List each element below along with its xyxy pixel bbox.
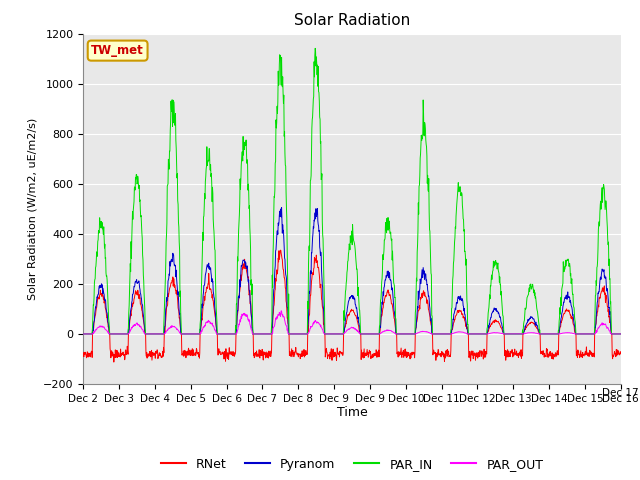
Text: TW_met: TW_met [92, 44, 144, 57]
Legend: RNet, Pyranom, PAR_IN, PAR_OUT: RNet, Pyranom, PAR_IN, PAR_OUT [156, 453, 548, 476]
Title: Solar Radiation: Solar Radiation [294, 13, 410, 28]
Text: Dec 17: Dec 17 [602, 388, 639, 398]
Y-axis label: Solar Radiation (W/m2, uE/m2/s): Solar Radiation (W/m2, uE/m2/s) [28, 118, 37, 300]
X-axis label: Time: Time [337, 407, 367, 420]
